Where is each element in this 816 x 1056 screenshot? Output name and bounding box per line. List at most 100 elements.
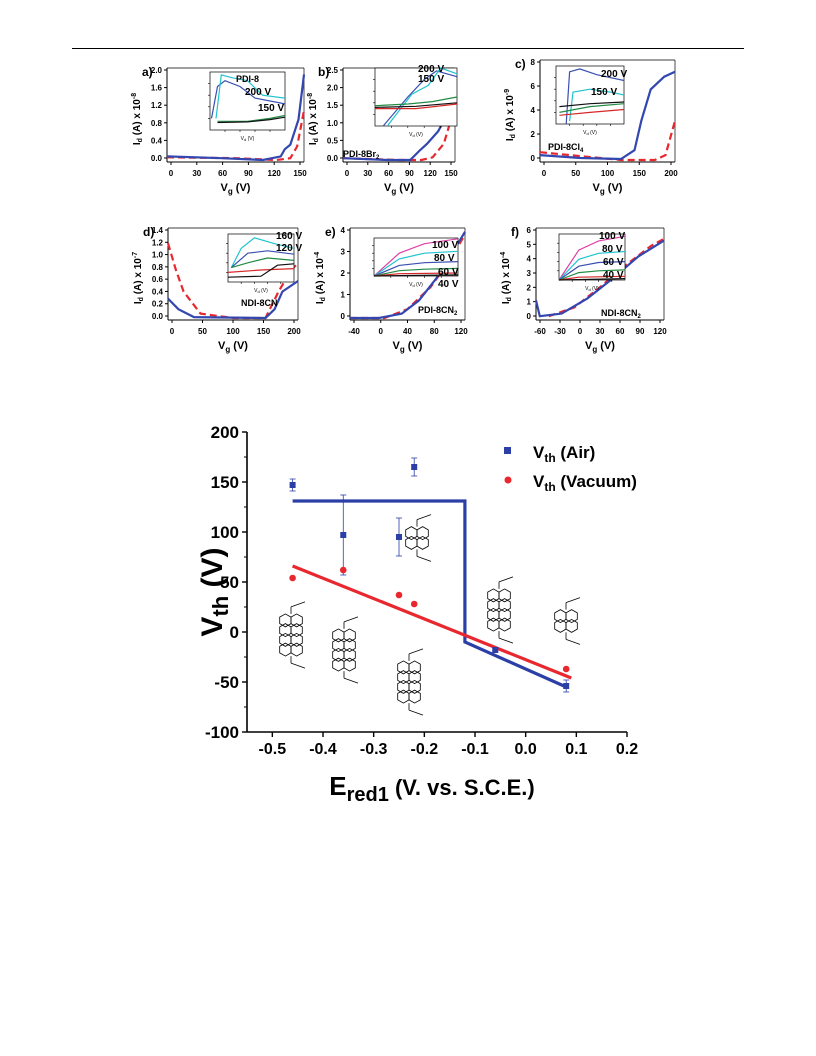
- inset-curve: [373, 267, 459, 277]
- panel-x-label-rest: (V): [230, 340, 248, 352]
- panel-x-label-main: V: [593, 182, 601, 194]
- panel-x-label: Vg (V): [218, 340, 248, 354]
- molecule-ring: [408, 660, 421, 675]
- panel-x-label-rest: (V): [233, 182, 251, 194]
- compound-label-sub: 2: [454, 311, 458, 317]
- molecule-ring: [397, 670, 410, 685]
- legend-vacuum-label: Vth (Vacuum): [533, 472, 637, 494]
- molecule-ring: [408, 679, 421, 694]
- molecule-ndi-8cn: [405, 514, 432, 562]
- panel-letter: c): [515, 57, 526, 71]
- panel-x-tick-label: 50: [571, 169, 580, 178]
- panel-y-tick-label: 6: [527, 226, 532, 235]
- panel-air-curve: [534, 239, 665, 318]
- molecule-ring: [290, 623, 303, 638]
- inset-curve: [375, 103, 458, 110]
- inset-x-label: Vd (V): [409, 282, 423, 288]
- panel-y-tick-label: 0.5: [327, 136, 339, 145]
- inset-curve: [230, 250, 295, 269]
- panel-y-tick-label: 0.8: [152, 263, 164, 272]
- panel-x-label-main: V: [384, 182, 392, 194]
- inset-curve: [373, 238, 459, 277]
- inset-curve: [374, 102, 458, 108]
- molecule-ring: [343, 657, 356, 672]
- panel-letter: d): [143, 225, 154, 239]
- molecule-chain: [290, 601, 306, 608]
- compound-label-sub: 2: [376, 155, 380, 161]
- vacuum-point: [562, 665, 570, 673]
- inset-voltage-label: 60 V: [438, 267, 459, 278]
- molecule-ring: [554, 618, 567, 633]
- inset-x-label-main: V: [585, 286, 589, 292]
- molecule-chain: [343, 616, 359, 623]
- inset-curve: [373, 272, 459, 277]
- panel-x-tick-label: 60: [218, 169, 227, 178]
- inset-x-label-rest: (V): [260, 288, 268, 294]
- panel-x-label: Vg (V): [585, 340, 615, 354]
- inset-voltage-label: 200 V: [601, 69, 627, 80]
- inset-x-label: Vd (V): [241, 136, 255, 142]
- panel-y-tick-label: 0.0: [151, 154, 163, 163]
- inset-curve: [227, 268, 295, 273]
- inset-curve: [569, 88, 625, 122]
- panel-x-tick-label: 200: [664, 169, 678, 178]
- molecule-ring: [332, 647, 345, 662]
- panel-y-label-exp: -4: [500, 252, 507, 258]
- main-x-tick-label: 0.0: [515, 741, 537, 758]
- molecule-ndi-8cn2: [554, 597, 581, 645]
- inset-curve: [558, 269, 626, 281]
- inset-voltage-label: 80 V: [434, 253, 455, 264]
- molecule-ring: [343, 628, 356, 643]
- figure-vth-vs-ered: 200 150 100 50 0 -50 -100 -0.5 -0.4 -0.3 -0.2 -0.1 0…: [196, 423, 638, 806]
- panel-x-tick-label: 120: [268, 169, 282, 178]
- panel-y-tick-label: 4: [531, 106, 536, 115]
- panel-y-label-main: I: [133, 301, 144, 304]
- panel-y-tick-label: 1.6: [151, 84, 163, 93]
- panel-x-tick-label: 120: [454, 327, 468, 336]
- panel-y-label-sub: d: [138, 297, 145, 301]
- panel-y-tick-label: 1.5: [327, 101, 339, 110]
- molecule-pdi-8: [279, 601, 306, 669]
- molecule-chain: [565, 638, 581, 645]
- inset-x-label: Vd (V): [583, 130, 597, 136]
- main-y-tick-label: 100: [211, 523, 239, 542]
- inset-x-label-main: V: [241, 136, 245, 142]
- molecule-ring: [290, 632, 303, 647]
- molecule-ring: [279, 632, 292, 647]
- panel-x-tick-label: -60: [534, 327, 546, 336]
- panel-y-label-main: I: [505, 138, 516, 141]
- main-y-tick-label: 50: [220, 573, 239, 592]
- molecule-ring: [408, 689, 421, 704]
- panel-y-label-sub: d: [506, 297, 513, 301]
- panel-x-label-sub: g: [391, 187, 396, 196]
- molecule-chain: [565, 597, 581, 604]
- compound-label-sub: 4: [580, 148, 584, 154]
- molecule-chain: [343, 677, 359, 684]
- panel-y-tick-label: 0.4: [151, 136, 163, 145]
- panel-letter: f): [511, 225, 519, 239]
- molecule-pdi-8cn2: [487, 576, 514, 644]
- inset-voltage-label: 40 V: [603, 270, 624, 281]
- panel-y-label-main: I: [132, 142, 143, 145]
- panel-y-tick-label: 2: [341, 269, 346, 278]
- molecule-ring: [279, 642, 292, 657]
- panel-x-tick-label: -30: [554, 327, 566, 336]
- inset-x-label-rest: (V): [246, 136, 254, 142]
- inset-curve: [558, 275, 626, 281]
- molecule-ring: [405, 526, 418, 541]
- legend-vacuum-marker: [504, 476, 512, 484]
- compound-label: NDI-8CN: [241, 298, 278, 308]
- molecule-ring: [554, 609, 567, 624]
- panel-x-tick-label: 90: [636, 327, 645, 336]
- panel-y-tick-label: 1: [341, 291, 346, 300]
- main-y-label-rest: (V): [196, 547, 229, 595]
- panel-y-label-exp: -8: [307, 93, 314, 99]
- panel-x-label-sub: g: [225, 345, 230, 354]
- molecule-chain: [416, 555, 432, 562]
- compound-label-main: PDI-8: [236, 74, 259, 84]
- panel-air-curve: [539, 70, 676, 161]
- panel-y-tick-label: 2.0: [151, 66, 163, 75]
- panel-air-curve: [166, 74, 306, 162]
- panel-x-label-sub: g: [400, 345, 405, 354]
- compound-label-main: PDI-8Br: [343, 149, 377, 159]
